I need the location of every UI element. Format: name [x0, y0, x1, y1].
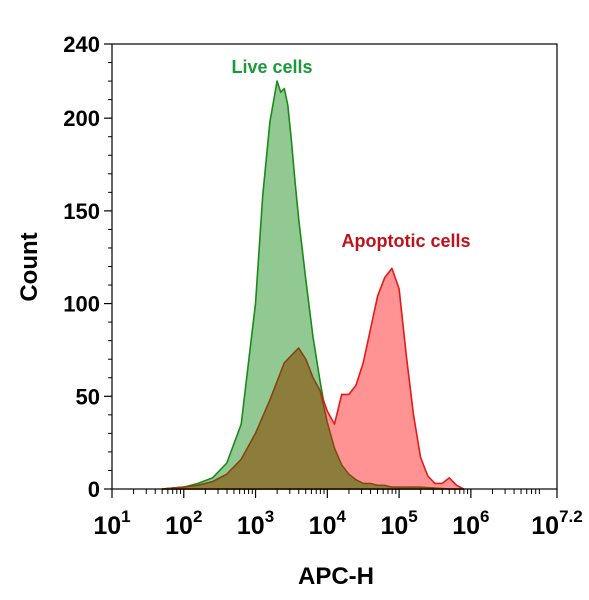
- series-label-live-cells: Live cells: [231, 57, 312, 77]
- x-tick-label: 103: [237, 507, 274, 540]
- y-tick-label: 100: [63, 292, 100, 317]
- plot-layer: [161, 80, 465, 490]
- x-tick-label: 104: [309, 507, 347, 540]
- x-tick-label: 106: [452, 507, 489, 540]
- x-tick-label: 101: [93, 507, 130, 540]
- y-tick-label: 50: [76, 384, 100, 409]
- x-axis-label: APC-H: [298, 563, 374, 590]
- x-tick-label: 105: [380, 507, 417, 540]
- x-tick-label: 107.2: [531, 507, 582, 540]
- x-tick-label: 102: [165, 507, 202, 540]
- y-tick-label: 200: [63, 106, 100, 131]
- y-tick-label: 150: [63, 199, 100, 224]
- series-overlap-area: [161, 347, 465, 490]
- tick-labels: 0 50 100 150 200 240 101 102 103 104 105 106 107.2: [63, 32, 582, 540]
- y-tick-label: 240: [63, 32, 100, 57]
- series-label-apoptotic-cells: Apoptotic cells: [341, 231, 470, 251]
- y-tick-label: 0: [88, 477, 100, 502]
- y-axis-label: Count: [16, 232, 43, 301]
- axis-ticks: [104, 43, 558, 498]
